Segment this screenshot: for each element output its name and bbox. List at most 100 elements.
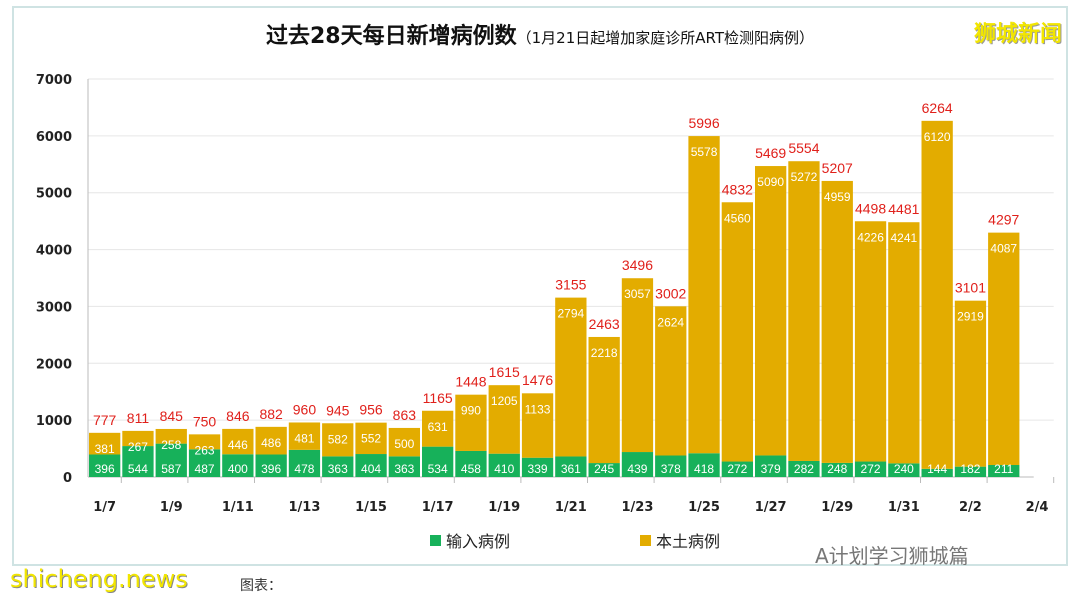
- site-watermark: shicheng.news: [10, 565, 188, 593]
- x-tick-label: 1/9: [160, 500, 183, 515]
- x-tick-label: 1/29: [821, 500, 853, 515]
- x-tick-label: 1/19: [488, 500, 520, 515]
- y-tick-label: 4000: [36, 244, 72, 259]
- subtitle-text: （1月21日起增加家庭诊所ART检测阳病例）: [516, 29, 814, 47]
- bar-local: [488, 385, 520, 454]
- label-local: 2794: [557, 307, 584, 321]
- label-total: 846: [226, 408, 250, 424]
- bar-local: [155, 428, 187, 444]
- label-total: 845: [160, 408, 184, 424]
- label-total: 1615: [489, 364, 520, 380]
- label-local: 263: [195, 443, 215, 457]
- x-tick-label: 2/4: [1026, 500, 1049, 515]
- bar-imported: [388, 456, 420, 477]
- bar-imported: [821, 462, 853, 477]
- label-local: 267: [128, 440, 148, 454]
- bar-imported: [854, 461, 887, 477]
- label-local: 582: [328, 432, 348, 446]
- bar-imported: [155, 443, 187, 477]
- x-tick-label: 1/23: [622, 500, 654, 515]
- label-imported: 458: [461, 462, 481, 476]
- bar-imported: [422, 446, 454, 477]
- label-imported: 396: [95, 462, 115, 476]
- label-imported: 396: [261, 462, 281, 476]
- bar-local: [422, 410, 454, 447]
- bar-imported: [655, 455, 687, 477]
- brand-logo: 狮城新闻: [973, 22, 1062, 47]
- chart-frame: [12, 6, 1068, 566]
- y-tick-label: 3000: [36, 300, 72, 315]
- bar-local: [188, 434, 221, 450]
- bar-imported: [455, 450, 487, 477]
- bar-local: [988, 232, 1020, 466]
- label-imported: 544: [128, 462, 148, 476]
- label-total: 882: [259, 406, 283, 422]
- label-local: 4087: [990, 242, 1017, 256]
- y-tick-label: 0: [63, 471, 72, 486]
- label-total: 945: [326, 402, 350, 418]
- label-imported: 211: [994, 462, 1013, 476]
- label-local: 4560: [724, 211, 751, 225]
- x-tick-label: 1/27: [755, 500, 787, 515]
- label-imported: 404: [361, 462, 381, 476]
- bar-local: [621, 278, 654, 453]
- label-imported: 378: [661, 462, 681, 476]
- bar-imported: [555, 456, 587, 477]
- bar-imported: [921, 468, 953, 477]
- label-imported: 144: [927, 462, 947, 476]
- bar-local: [821, 180, 853, 463]
- y-tick-label: 6000: [36, 130, 72, 145]
- label-total: 3496: [622, 257, 653, 273]
- bar-imported: [89, 454, 121, 477]
- legend-label: 输入病例: [446, 532, 510, 551]
- label-local: 2919: [957, 310, 984, 324]
- label-total: 1476: [522, 372, 553, 388]
- bar-local: [255, 426, 287, 455]
- bar-local: [122, 430, 154, 447]
- bar-imported: [355, 454, 387, 477]
- label-imported: 587: [161, 462, 181, 476]
- label-imported: 418: [694, 462, 714, 476]
- label-imported: 240: [894, 462, 914, 476]
- label-local: 500: [394, 437, 414, 451]
- bar-local: [755, 166, 787, 456]
- label-total: 863: [393, 407, 417, 423]
- bar-imported: [688, 453, 720, 477]
- x-tick-label: 2/2: [959, 500, 982, 515]
- wechat-watermark: A计划学习狮城篇: [815, 544, 969, 568]
- bar-local: [888, 222, 920, 464]
- bar-imported: [755, 455, 787, 477]
- label-local: 1205: [491, 394, 518, 408]
- bar-local: [688, 136, 720, 454]
- bar-local: [954, 300, 987, 467]
- label-local: 5272: [791, 170, 818, 184]
- label-imported: 245: [594, 462, 614, 476]
- bar-imported: [222, 454, 254, 477]
- bar-imported: [988, 465, 1020, 477]
- label-imported: 478: [294, 462, 314, 476]
- bar-imported: [888, 463, 920, 477]
- x-tick-label: 1/11: [222, 500, 254, 515]
- label-local: 5090: [757, 175, 784, 189]
- label-imported: 534: [428, 462, 448, 476]
- label-total: 5469: [755, 145, 786, 161]
- y-tick-label: 7000: [36, 73, 72, 88]
- legend-swatch: [430, 535, 441, 546]
- x-tick-label: 1/13: [289, 500, 321, 515]
- label-total: 4297: [988, 212, 1019, 228]
- bar-imported: [521, 457, 554, 477]
- bar-local: [521, 393, 554, 458]
- label-local: 1133: [525, 402, 551, 416]
- bar-imported: [122, 446, 154, 477]
- label-imported: 363: [394, 462, 414, 476]
- x-tick-label: 1/15: [355, 500, 387, 515]
- bar-local: [288, 422, 321, 450]
- bar-local: [921, 120, 953, 469]
- bar-local: [854, 221, 887, 462]
- x-tick-label: 1/17: [422, 500, 454, 515]
- label-local: 6120: [924, 130, 951, 144]
- label-total: 4498: [855, 200, 886, 216]
- label-total: 750: [193, 413, 217, 429]
- label-local: 4241: [890, 231, 917, 245]
- label-total: 3101: [955, 280, 986, 296]
